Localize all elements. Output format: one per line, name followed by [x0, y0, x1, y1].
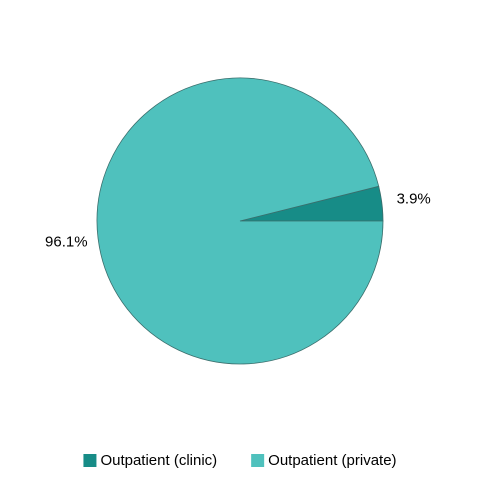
pie-slice — [96, 77, 384, 365]
legend-swatch — [83, 454, 97, 467]
value-label: 96.1% — [45, 233, 88, 250]
legend-label: Outpatient (private) — [268, 452, 396, 469]
legend-label: Outpatient (clinic) — [100, 452, 217, 469]
value-label: 3.9% — [397, 191, 431, 208]
legend-swatch — [251, 454, 265, 467]
